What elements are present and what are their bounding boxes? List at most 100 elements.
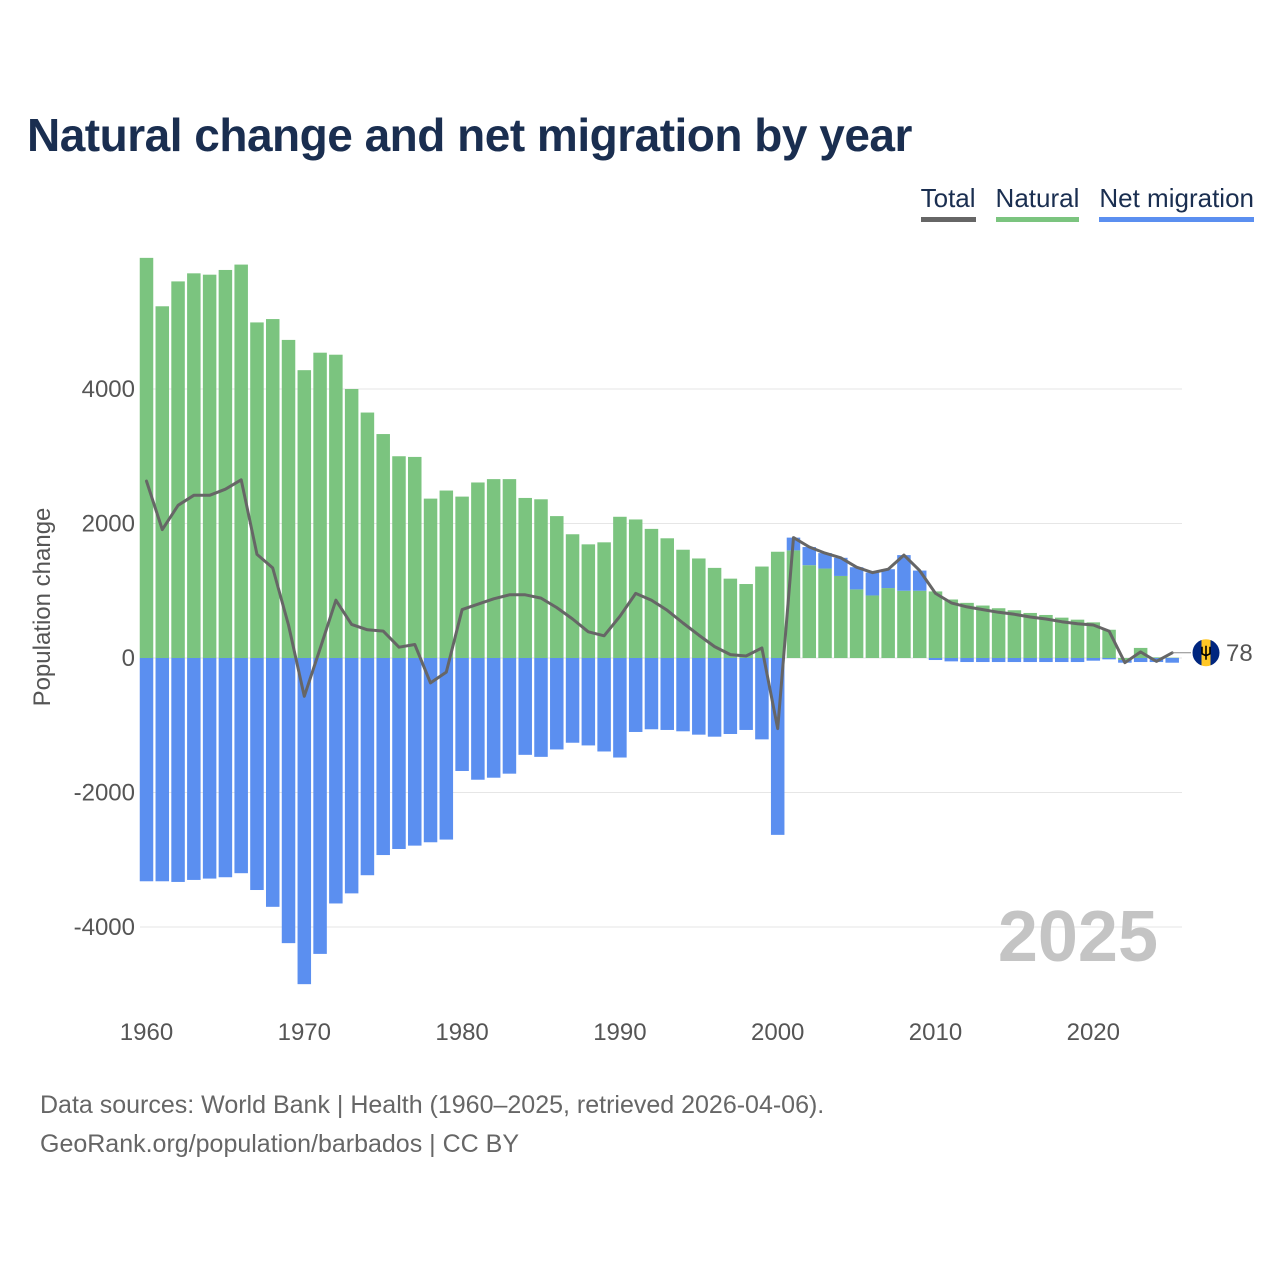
natural-bar bbox=[171, 281, 185, 658]
migration-bar bbox=[628, 658, 643, 732]
migration-bar bbox=[360, 658, 375, 876]
natural-bar bbox=[139, 257, 154, 658]
flag-stripe bbox=[1192, 638, 1202, 667]
migration-bar bbox=[313, 658, 327, 954]
migration-bar bbox=[755, 658, 769, 740]
migration-bar bbox=[439, 658, 454, 840]
migration-bar bbox=[676, 658, 690, 732]
natural-bar bbox=[802, 565, 817, 658]
natural-bar bbox=[1023, 612, 1037, 658]
migration-bar bbox=[171, 658, 185, 882]
migration-bar bbox=[392, 658, 406, 849]
migration-bar bbox=[912, 570, 927, 591]
migration-bar bbox=[376, 658, 390, 856]
natural-bar bbox=[1070, 619, 1085, 658]
y-tick-labels: -4000 -2000 0 2000 4000 bbox=[74, 376, 135, 941]
natural-bar bbox=[991, 608, 1006, 658]
migration-bar bbox=[1070, 658, 1085, 663]
natural-bar bbox=[944, 599, 959, 658]
natural-bar bbox=[392, 456, 406, 658]
legend-total[interactable]: Total bbox=[920, 183, 976, 222]
migration-bar bbox=[408, 658, 422, 846]
current-year-watermark: 2025 bbox=[998, 897, 1158, 977]
natural-bar bbox=[865, 595, 880, 658]
natural-bar bbox=[281, 339, 296, 658]
natural-bar bbox=[1118, 658, 1132, 661]
natural-bar bbox=[202, 274, 217, 658]
migration-bar bbox=[281, 658, 296, 944]
natural-bar bbox=[849, 589, 864, 658]
natural-bar bbox=[818, 568, 832, 658]
natural-bar bbox=[408, 456, 422, 658]
natural-bar bbox=[739, 584, 753, 658]
natural-bar bbox=[502, 479, 517, 658]
natural-bar bbox=[707, 567, 722, 658]
natural-bar bbox=[187, 273, 201, 658]
natural-bar bbox=[155, 306, 170, 658]
y-tick-label: -4000 bbox=[74, 914, 135, 941]
flag-stripe bbox=[1210, 638, 1220, 667]
migration-bar bbox=[991, 658, 1006, 663]
migration-bar bbox=[660, 658, 674, 730]
migration-bar bbox=[250, 658, 264, 891]
natural-bar bbox=[471, 482, 485, 658]
flag-ring bbox=[1191, 638, 1221, 668]
natural-bar bbox=[755, 566, 769, 658]
legend-net-migration[interactable]: Net migration bbox=[1099, 183, 1254, 222]
migration-bar bbox=[802, 547, 817, 566]
legend-natural[interactable]: Natural bbox=[995, 183, 1080, 222]
migration-bar bbox=[597, 658, 611, 752]
migration-bar bbox=[581, 658, 596, 746]
migration-bar bbox=[960, 658, 974, 663]
migration-bar bbox=[218, 658, 233, 878]
x-tick-label: 1960 bbox=[120, 1019, 173, 1046]
natural-bar bbox=[486, 479, 501, 658]
source-line-2: GeoRank.org/population/barbados | CC BY bbox=[40, 1130, 520, 1158]
migration-bar bbox=[187, 658, 201, 880]
natural-bar bbox=[928, 591, 943, 658]
migration-bar bbox=[897, 555, 911, 591]
x-tick-label: 1970 bbox=[278, 1019, 331, 1046]
natural-bar bbox=[313, 352, 327, 658]
natural-bar bbox=[344, 389, 359, 658]
natural-bar bbox=[250, 322, 264, 658]
natural-bar bbox=[1039, 614, 1053, 658]
migration-bar bbox=[202, 658, 217, 879]
natural-bar bbox=[644, 528, 659, 658]
source-note: Data sources: World Bank | Health (1960–… bbox=[40, 1086, 824, 1164]
migration-bar bbox=[928, 658, 943, 661]
migration-bar bbox=[297, 658, 312, 985]
natural-bar bbox=[1149, 657, 1164, 658]
migration-bar bbox=[613, 658, 627, 758]
migration-bar bbox=[865, 572, 880, 596]
y-tick-label: -2000 bbox=[74, 780, 135, 807]
migration-bar bbox=[550, 658, 564, 750]
natural-bar bbox=[597, 542, 611, 658]
natural-bar bbox=[234, 264, 248, 658]
natural-bar bbox=[628, 519, 643, 658]
natural-bar bbox=[439, 490, 454, 658]
natural-bar bbox=[976, 605, 990, 658]
natural-bar bbox=[834, 575, 848, 658]
natural-bar bbox=[581, 544, 596, 658]
migration-bar bbox=[471, 658, 485, 780]
barbados-flag-icon bbox=[1192, 638, 1220, 667]
y-axis-title: Population change bbox=[29, 508, 56, 707]
natural-bar bbox=[1007, 610, 1022, 658]
y-tick-label: 4000 bbox=[82, 376, 135, 403]
migration-bar bbox=[265, 658, 280, 907]
natural-bar bbox=[1086, 622, 1101, 658]
migration-bar bbox=[944, 658, 959, 662]
x-tick-label: 1980 bbox=[435, 1019, 488, 1046]
natural-bar bbox=[723, 578, 738, 658]
migration-bar bbox=[139, 658, 154, 882]
migration-bar bbox=[881, 569, 895, 589]
natural-bar bbox=[960, 602, 974, 658]
migration-bar bbox=[155, 658, 170, 882]
y-tick-label: 0 bbox=[122, 645, 135, 672]
x-tick-labels: 1960 1970 1980 1990 2000 2010 2020 bbox=[120, 1019, 1120, 1046]
legend: Total Natural Net migration bbox=[920, 183, 1254, 222]
migration-bar bbox=[1086, 658, 1101, 661]
natural-bar bbox=[518, 497, 532, 658]
